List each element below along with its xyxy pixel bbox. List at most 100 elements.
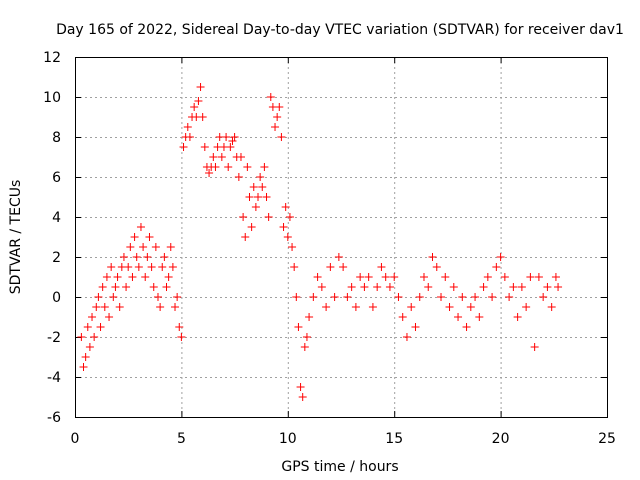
data-point-marker xyxy=(428,253,437,261)
data-point-marker xyxy=(262,193,271,201)
data-point-marker xyxy=(136,223,145,231)
data-point-marker xyxy=(254,193,263,201)
data-point-marker xyxy=(194,97,203,105)
data-point-marker xyxy=(526,273,535,281)
data-point-marker xyxy=(211,163,220,171)
data-point-marker xyxy=(347,283,356,291)
data-point-marker xyxy=(415,293,424,301)
y-tick-label: 6 xyxy=(52,170,61,186)
plot-frame xyxy=(75,57,608,418)
data-point-marker xyxy=(483,273,492,281)
data-point-marker xyxy=(230,133,239,141)
data-markers xyxy=(77,83,563,401)
data-point-marker xyxy=(441,273,450,281)
data-point-marker xyxy=(475,313,484,321)
data-point-marker xyxy=(522,303,531,311)
data-point-marker xyxy=(298,393,307,401)
data-point-marker xyxy=(247,223,256,231)
x-tick-label: 20 xyxy=(492,431,510,447)
data-point-marker xyxy=(234,173,243,181)
data-point-marker xyxy=(177,333,186,341)
x-tick-label: 10 xyxy=(279,431,297,447)
x-tick-label: 0 xyxy=(71,431,80,447)
data-point-marker xyxy=(100,303,109,311)
data-point-marker xyxy=(554,283,563,291)
data-point-marker xyxy=(275,103,284,111)
data-point-marker xyxy=(454,313,463,321)
data-point-marker xyxy=(424,283,433,291)
data-point-marker xyxy=(313,273,322,281)
data-point-marker xyxy=(285,213,294,221)
data-point-marker xyxy=(266,93,275,101)
y-tick-label: -2 xyxy=(47,330,61,346)
data-point-marker xyxy=(217,153,226,161)
data-point-marker xyxy=(305,313,314,321)
y-axis-ticks: -6 -4 -2 0 2 4 6 8 10 12 xyxy=(43,50,607,426)
data-point-marker xyxy=(109,293,118,301)
data-point-marker xyxy=(209,153,218,161)
data-point-marker xyxy=(245,193,254,201)
data-point-marker xyxy=(190,103,199,111)
data-point-marker xyxy=(119,253,128,261)
data-point-marker xyxy=(288,243,297,251)
data-point-marker xyxy=(317,283,326,291)
data-point-marker xyxy=(200,143,209,151)
data-point-marker xyxy=(394,293,403,301)
data-point-marker xyxy=(153,293,162,301)
y-tick-label: -6 xyxy=(47,410,61,426)
data-point-marker xyxy=(368,303,377,311)
data-point-marker xyxy=(113,273,122,281)
data-point-marker xyxy=(462,323,471,331)
data-point-marker xyxy=(134,263,143,271)
data-point-marker xyxy=(107,263,116,271)
x-tick-label: 5 xyxy=(177,431,186,447)
data-point-marker xyxy=(517,283,526,291)
data-point-marker xyxy=(81,353,90,361)
data-point-marker xyxy=(102,273,111,281)
data-point-marker xyxy=(256,173,265,181)
data-point-marker xyxy=(419,273,428,281)
data-point-marker xyxy=(296,383,305,391)
x-tick-label: 15 xyxy=(385,431,403,447)
y-tick-label: 10 xyxy=(43,90,61,106)
data-point-marker xyxy=(124,263,133,271)
data-point-marker xyxy=(373,283,382,291)
data-point-marker xyxy=(300,343,309,351)
data-point-marker xyxy=(92,303,101,311)
data-point-marker xyxy=(264,213,273,221)
data-point-marker xyxy=(458,293,467,301)
data-point-marker xyxy=(432,263,441,271)
data-point-marker xyxy=(385,283,394,291)
data-point-marker xyxy=(273,113,282,121)
data-point-marker xyxy=(205,169,214,177)
data-point-marker xyxy=(160,253,169,261)
y-axis-label: SDTVAR / TECUs xyxy=(8,180,24,295)
data-point-marker xyxy=(260,163,269,171)
data-point-marker xyxy=(292,293,301,301)
x-axis-label: GPS time / hours xyxy=(281,459,398,475)
data-point-marker xyxy=(343,293,352,301)
data-point-marker xyxy=(543,283,552,291)
data-point-marker xyxy=(290,263,299,271)
data-point-marker xyxy=(156,303,165,311)
data-point-marker xyxy=(179,143,188,151)
data-point-marker xyxy=(88,313,97,321)
data-point-marker xyxy=(162,283,171,291)
data-point-marker xyxy=(145,233,154,241)
data-point-marker xyxy=(164,273,173,281)
data-point-marker xyxy=(360,283,369,291)
data-point-marker xyxy=(351,303,360,311)
data-point-marker xyxy=(279,223,288,231)
data-point-marker xyxy=(115,303,124,311)
data-point-marker xyxy=(224,163,233,171)
data-point-marker xyxy=(111,283,120,291)
data-point-marker xyxy=(241,233,250,241)
data-point-marker xyxy=(168,263,177,271)
data-point-marker xyxy=(226,143,235,151)
data-point-marker xyxy=(83,323,92,331)
data-point-marker xyxy=(90,333,99,341)
data-point-marker xyxy=(98,283,107,291)
data-point-marker xyxy=(530,343,539,351)
data-point-marker xyxy=(377,263,386,271)
